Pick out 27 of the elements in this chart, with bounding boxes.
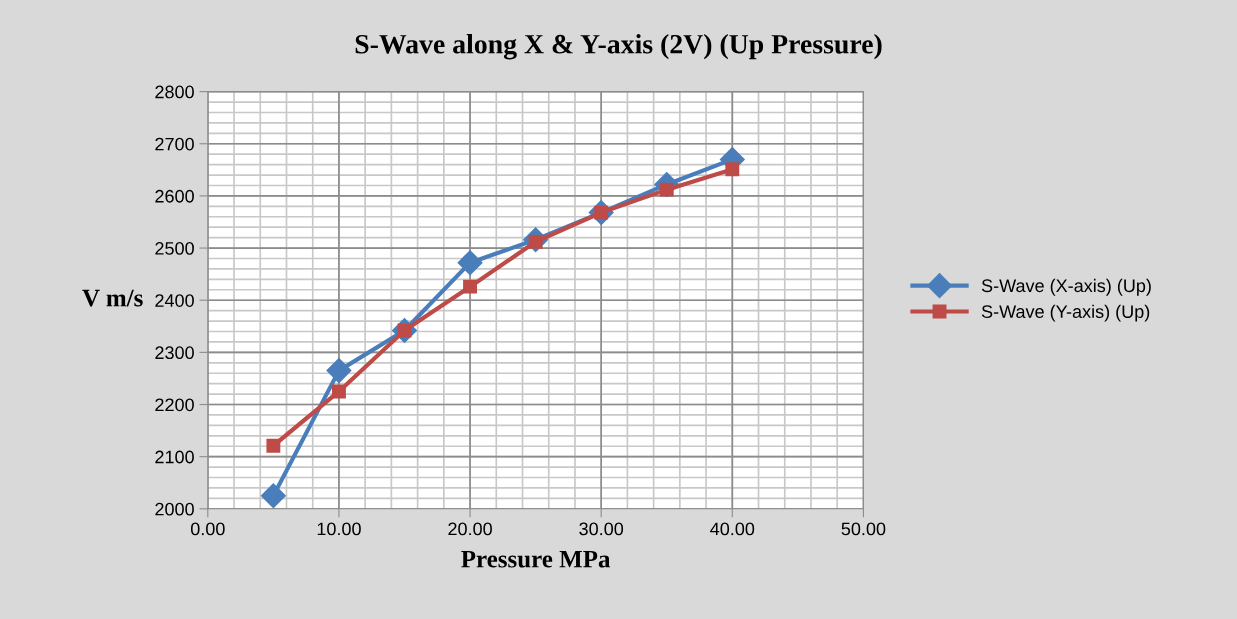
point [260,483,286,509]
x-axis-title: Pressure MPa [461,550,611,568]
y-axis-title: V m/s [82,289,143,307]
legend-label: S-Wave (X-axis) (Up) [981,278,1151,296]
x-tick-label: 40.00 [710,522,755,536]
x-tick-label: 10.00 [317,522,361,536]
y-tick-label: 2100 [155,450,194,464]
y-tick-label: 2200 [155,398,194,412]
point [457,250,483,276]
y-tick-label: 2700 [155,137,194,151]
chart-title: S-Wave along X & Y-axis (2V) (Up Pressure) [355,34,882,60]
y-tick-label: 2300 [155,346,194,360]
y-tick-label: 2500 [155,242,194,255]
point [463,279,478,294]
point [725,162,740,177]
x-tick-label: 20.00 [448,522,492,536]
x-tick-label: 30.00 [579,522,624,536]
point [266,438,281,453]
y-tick-label: 2000 [155,502,194,516]
point [326,358,352,384]
x-tick-label: 50.00 [841,522,886,536]
x-tick-label: 0.00 [190,522,225,536]
y-tick-label: 2800 [155,85,194,99]
legend-label: S-Wave (Y-axis) (Up) [981,304,1150,322]
y-tick-label: 2600 [155,189,194,203]
point [331,384,346,399]
y-tick-label: 2400 [155,294,194,307]
